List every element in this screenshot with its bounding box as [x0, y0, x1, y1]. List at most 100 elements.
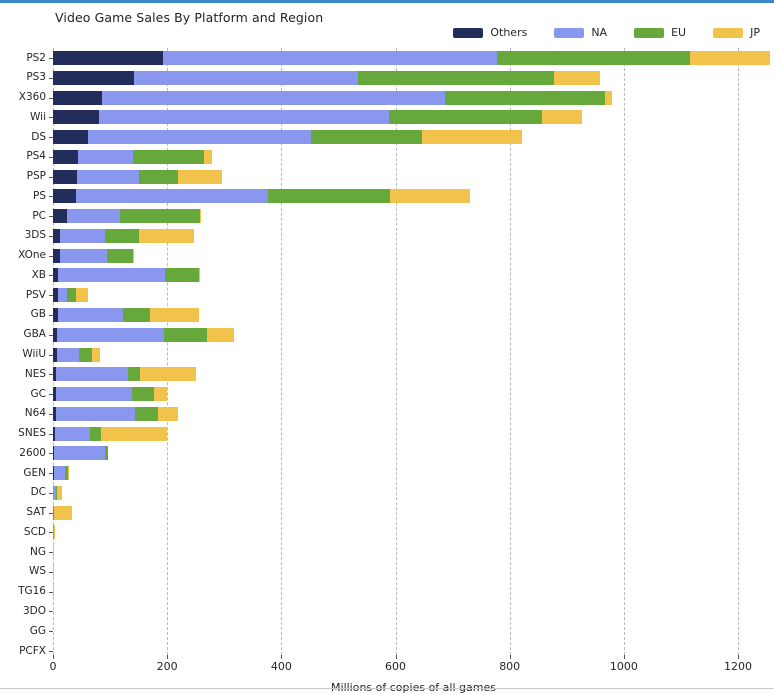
- bar-segment-psp-others: [53, 169, 78, 184]
- y-tick-label-ps: PS: [33, 189, 46, 202]
- bar-segment-gb-eu: [122, 307, 151, 322]
- bar-segment-psv-eu: [67, 288, 77, 303]
- bar-segment-xone-others: [53, 248, 60, 263]
- plot-area: [53, 48, 774, 655]
- bar-segment-3ds-jp: [138, 228, 195, 243]
- gridline-x-200: [167, 48, 169, 655]
- y-tick-label-3ds: 3DS: [24, 229, 46, 242]
- bar-segment-ds-na: [87, 130, 311, 145]
- bar-segment-ps4-others: [53, 149, 78, 164]
- y-tick-mark: [49, 532, 53, 534]
- y-tick-label-psp: PSP: [26, 170, 46, 183]
- bar-segment-gen-others: [53, 466, 54, 481]
- y-tick-mark: [49, 295, 53, 297]
- x-tick-mark: [509, 655, 511, 659]
- y-tick-mark: [49, 591, 53, 593]
- gridline-x-800: [509, 48, 511, 655]
- gridline-x-1200: [738, 48, 740, 655]
- bar-segment-ds-jp: [421, 130, 522, 145]
- y-tick-mark: [49, 631, 53, 633]
- bar-segment-ng-jp: [53, 545, 54, 560]
- bar-segment-wiiu-others: [53, 347, 57, 362]
- y-tick-label-snes: SNES: [18, 427, 46, 440]
- y-tick-label-xb: XB: [31, 268, 46, 281]
- bar-segment-ps2-jp: [690, 51, 770, 65]
- y-tick-label-tg16: TG16: [18, 585, 46, 598]
- y-tick-label-wiiu: WiiU: [22, 348, 46, 360]
- bar-segment-snes-others: [53, 426, 55, 441]
- y-tick-label-ps2: PS2: [26, 51, 46, 64]
- y-tick-label-gg: GG: [29, 624, 46, 637]
- bar-segment-ds-eu: [310, 130, 422, 145]
- bar-segment-wii-jp: [542, 110, 582, 125]
- bar-segment-psp-eu: [139, 169, 179, 184]
- bar-segment-wiiu-eu: [78, 347, 93, 362]
- bar-segment-x360-jp: [605, 90, 613, 105]
- bar-segment-psv-jp: [76, 288, 89, 303]
- bar-segment-gc-others: [53, 387, 56, 402]
- y-tick-label-xone: XOne: [18, 249, 46, 262]
- y-tick-mark: [49, 394, 53, 396]
- chart-title: Video Game Sales By Platform and Region: [55, 10, 324, 25]
- legend-item-jp: JP: [713, 26, 760, 39]
- x-tick-label-800: 800: [499, 660, 521, 673]
- y-tick-label-gen: GEN: [23, 466, 46, 479]
- gridline-x-400: [281, 48, 283, 655]
- bar-segment-wii-eu: [388, 110, 543, 125]
- legend-item-eu: EU: [634, 26, 686, 39]
- bar-segment-ps-na: [76, 189, 269, 204]
- bar-segment-wii-others: [53, 110, 100, 125]
- bar-segment-psp-jp: [178, 169, 223, 184]
- y-tick-mark: [49, 492, 53, 494]
- legend-swatch-icon: [713, 27, 744, 38]
- y-tick-label-x360: X360: [18, 91, 46, 104]
- bar-segment-ps2-eu: [496, 51, 691, 65]
- y-tick-mark: [49, 374, 53, 376]
- bar-segment-ps4-eu: [133, 149, 204, 164]
- y-tick-label-dc: DC: [30, 486, 46, 499]
- bar-segment-2600-others: [53, 446, 54, 461]
- legend: Others NA EU JP: [453, 26, 760, 39]
- bar-segment-n64-jp: [158, 406, 178, 421]
- y-tick-label-psv: PSV: [25, 288, 46, 301]
- bar-segment-xone-eu: [107, 248, 134, 263]
- y-tick-mark: [49, 58, 53, 59]
- bar-segment-gen-jp: [67, 466, 70, 481]
- legend-item-na: NA: [554, 26, 607, 39]
- x-tick-mark: [281, 655, 283, 659]
- x-tick-label-200: 200: [156, 660, 178, 673]
- bar-segment-nes-eu: [127, 367, 140, 382]
- y-tick-label-3do: 3DO: [22, 604, 46, 617]
- bar-segment-gc-eu: [132, 387, 155, 402]
- bar-segment-pc-eu: [120, 209, 201, 224]
- legend-label: JP: [750, 26, 760, 39]
- bar-segment-ps3-eu: [357, 70, 555, 85]
- bar-segment-gba-others: [53, 327, 58, 342]
- y-tick-mark: [49, 97, 53, 99]
- legend-swatch-icon: [453, 27, 484, 38]
- y-tick-mark: [49, 354, 53, 356]
- bar-segment-scd-na: [53, 525, 54, 540]
- bar-segment-ps3-na: [134, 70, 358, 85]
- bar-segment-n64-eu: [134, 406, 159, 421]
- bar-segment-3ds-eu: [105, 228, 139, 243]
- y-tick-mark: [49, 473, 53, 475]
- x-tick-mark: [395, 655, 397, 659]
- bar-segment-ps2-na: [163, 51, 497, 65]
- bar-segment-ws-jp: [53, 564, 54, 579]
- legend-label: EU: [671, 26, 687, 39]
- bar-segment-x360-na: [101, 90, 445, 105]
- y-tick-label-gba: GBA: [23, 328, 46, 341]
- y-tick-label-gb: GB: [30, 308, 46, 321]
- y-tick-mark: [49, 651, 53, 652]
- y-tick-label-pc: PC: [32, 209, 46, 222]
- legend-swatch-icon: [554, 27, 585, 38]
- bar-segment-3ds-na: [60, 228, 106, 243]
- legend-label: NA: [591, 26, 608, 39]
- bar-segment-pc-na: [67, 209, 121, 224]
- y-tick-mark: [49, 453, 53, 455]
- y-tick-mark: [49, 196, 53, 198]
- bar-segment-gba-na: [57, 327, 165, 342]
- bar-segment-gb-na: [57, 307, 123, 322]
- bar-segment-ps3-others: [53, 70, 135, 85]
